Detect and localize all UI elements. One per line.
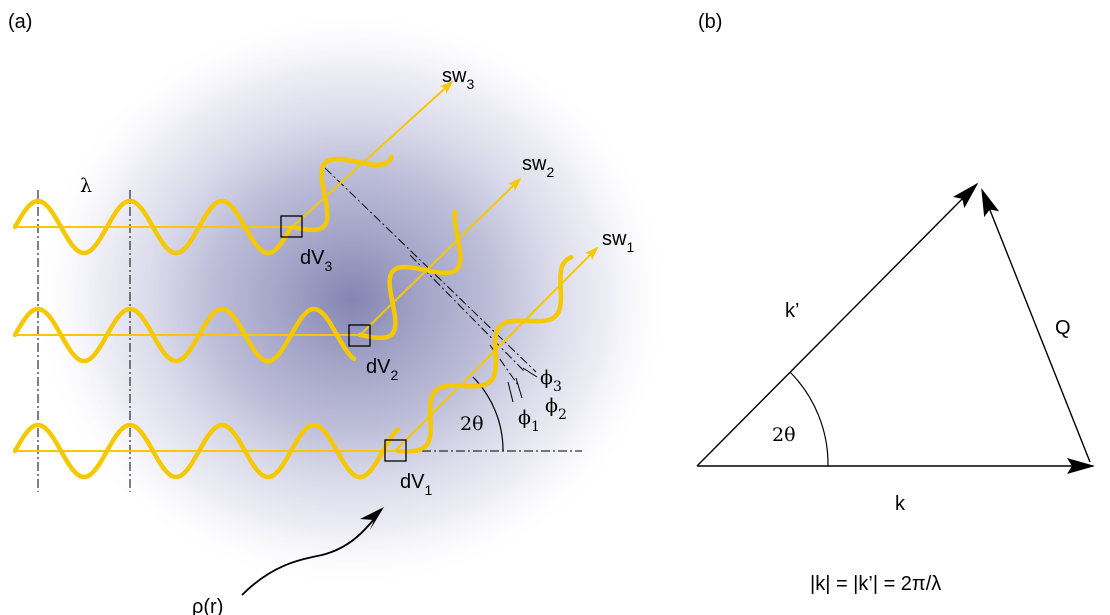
wavefront-line: [324, 167, 537, 373]
scattered-ray-3: [291, 80, 454, 228]
sw1-label: sw1: [602, 228, 634, 255]
sw3-base: sw: [442, 65, 467, 87]
angle-arc-b: [789, 371, 829, 467]
phi3-base: ϕ: [540, 367, 553, 389]
sw2-sub: 2: [546, 164, 554, 180]
dv1-label: dV1: [400, 471, 432, 498]
phi1-base: ϕ: [518, 407, 531, 429]
angle-label-b: 2θ: [772, 424, 796, 446]
vector-k-prime: [696, 182, 979, 467]
phi2-sub: 2: [558, 407, 567, 423]
sw3-sub: 3: [466, 76, 474, 92]
k-label: k: [895, 493, 906, 515]
volume-element-box-3: [280, 215, 303, 238]
dv1-base: dV: [400, 471, 425, 493]
density-label-text: ρ(r): [192, 596, 223, 615]
angle-label-a: 2θ: [460, 413, 484, 435]
incident-wave-1: [12, 422, 400, 480]
sw2-base: sw: [522, 153, 547, 175]
Q-label: Q: [1055, 317, 1071, 339]
sw1-base: sw: [602, 228, 627, 250]
volume-element-box-2: [348, 324, 371, 347]
phi2-base: ϕ: [545, 395, 558, 417]
panel-a-label: (a): [8, 11, 32, 33]
wave-group: [12, 154, 574, 480]
dv2-label: dV2: [366, 356, 398, 383]
scattered-ray-2: [359, 177, 522, 336]
wavefront-line: [409, 254, 526, 373]
phi2-label: ϕ2: [545, 395, 567, 423]
panel-b-label: (b): [698, 11, 722, 33]
magnitude-relation: |k| = |k’| = 2π/λ: [810, 573, 941, 595]
angle-arc: [472, 376, 504, 452]
dv3-base: dV: [300, 247, 325, 269]
phase-leader-line: [522, 367, 538, 378]
volume-element-box-1: [384, 439, 407, 462]
vector-Q: [981, 188, 1091, 463]
dv3-label: dV3: [300, 247, 332, 274]
k-prime-label: k’: [785, 300, 799, 322]
phi3-label: ϕ3: [540, 367, 562, 395]
scattered-wave-3: [289, 154, 394, 233]
phi1-label: ϕ1: [518, 407, 540, 435]
electron-density-cloud: [32, 10, 672, 590]
scattered-wave-2: [357, 209, 463, 341]
incident-wave-3: [12, 198, 292, 256]
sw2-label: sw2: [522, 153, 554, 180]
density-label: ρ(r): [192, 596, 223, 615]
scattered-wave-1: [395, 255, 574, 454]
phase-leader-line: [507, 381, 514, 403]
incident-wave-2: [12, 306, 357, 364]
sw3-label: sw3: [442, 65, 474, 92]
dv3-sub: 3: [324, 258, 332, 274]
density-pointer-arrowhead: [360, 507, 384, 530]
phi3-sub: 3: [553, 379, 562, 395]
sw1-sub: 1: [626, 239, 634, 255]
phase-leader-line: [515, 377, 523, 399]
phi1-sub: 1: [531, 419, 540, 435]
dv2-base: dV: [366, 356, 391, 378]
density-pointer-curve: [241, 517, 376, 596]
dv1-sub: 1: [424, 482, 432, 498]
wavelength-label: λ: [80, 175, 92, 197]
dv2-sub: 2: [390, 367, 398, 383]
